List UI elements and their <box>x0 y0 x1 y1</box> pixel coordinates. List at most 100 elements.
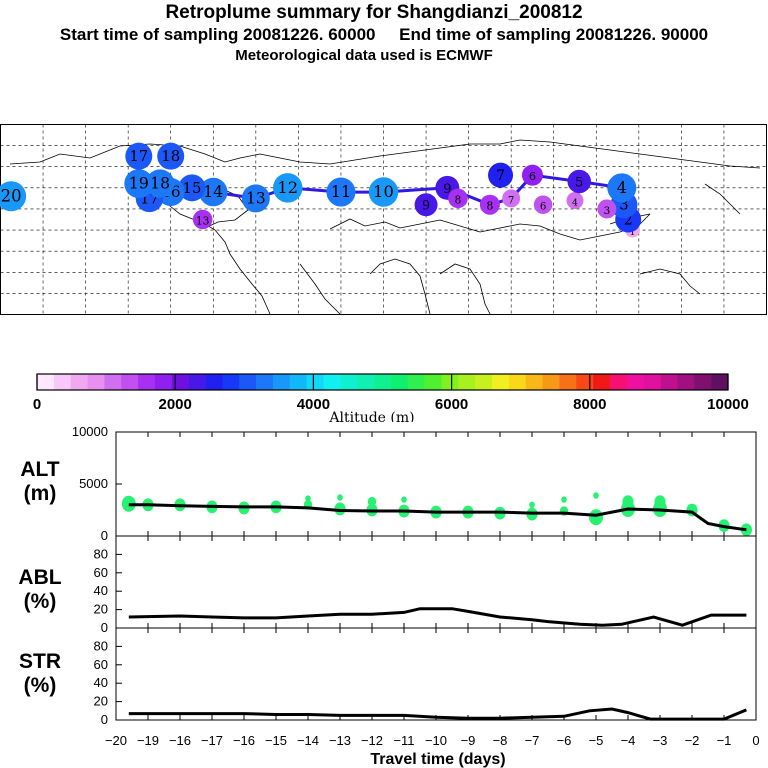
start-value: 20081226. 60000 <box>243 25 376 44</box>
alt-scatter-point <box>334 502 346 516</box>
colorbar-ticks: 0 2000 4000 6000 8000 10000 <box>33 374 749 413</box>
x-tick-label: −1 <box>717 733 732 748</box>
x-tick-label: −13 <box>329 733 351 748</box>
trajectory-day-label: 2 <box>624 213 633 229</box>
colorbar-tick-label: 2000 <box>159 396 192 413</box>
colorbar-tick-label: 10000 <box>707 396 749 413</box>
colorbar-cell <box>222 374 240 390</box>
trajectory-day-label: 6 <box>529 169 536 183</box>
alt-series-line <box>128 503 747 532</box>
colorbar-tick-label: 6000 <box>435 396 468 413</box>
trajectory-point <box>178 174 206 202</box>
str-ytick-label: 80 <box>94 638 108 653</box>
colorbar-cell <box>306 374 324 390</box>
trajectory-point <box>273 173 303 203</box>
trajectory-day-label: 12 <box>277 178 298 197</box>
trajectory-point <box>157 142 185 170</box>
colorbar-cell <box>559 374 577 390</box>
sampling-times: Start time of sampling 20081226. 60000 E… <box>0 25 768 45</box>
colorbar-cell <box>475 374 493 390</box>
x-tick-label: −16 <box>169 733 191 748</box>
x-tick-label: −12 <box>361 733 383 748</box>
x-tick-label: −15 <box>265 733 287 748</box>
trajectory-point <box>566 192 584 209</box>
colorbar-cell <box>70 374 88 390</box>
trajectory-day-label: 1 <box>630 228 636 238</box>
trajectory-point <box>533 195 553 214</box>
x-tick-label: −5 <box>589 733 604 748</box>
abl-ytick-label: 40 <box>94 583 108 598</box>
x-axis-label: Travel time (days) <box>370 751 505 768</box>
trajectory-point <box>241 184 270 213</box>
colorbar-cell <box>626 374 645 390</box>
trajectory-point <box>192 209 213 230</box>
colorbar-cell <box>390 374 409 390</box>
abl-ytick-label: 60 <box>94 565 108 580</box>
trajectory-day-label: 18 <box>161 147 180 165</box>
alt-scatter-point <box>337 494 343 501</box>
trajectory-day-label: 11 <box>331 182 351 201</box>
colorbar-cell <box>660 374 678 390</box>
trajectory-point <box>502 189 521 208</box>
trajectory-points: 1234456789101112131415161718192098637131… <box>0 142 642 238</box>
x-tick-label: −17 <box>201 733 223 748</box>
x-tick-label: −7 <box>525 733 540 748</box>
trajectory-point <box>368 177 399 207</box>
colorbar-cells <box>36 373 729 391</box>
colorbar-cell <box>593 374 611 390</box>
trajectory-day-label: 14 <box>203 182 223 201</box>
alt-frame <box>115 431 757 537</box>
alt-panel-label: ALT (m) <box>12 458 68 506</box>
str-panel: 0 20 40 60 80 <box>94 627 757 727</box>
alt-ytick-label: 0 <box>101 528 108 543</box>
abl-label-line1: ABL <box>18 566 62 589</box>
retroplume-map: 1234456789101112131415161718192098637131… <box>0 124 767 315</box>
alt-scatter-point <box>589 509 603 526</box>
trajectory-point <box>479 194 500 215</box>
x-tick-label: −9 <box>461 733 476 748</box>
colorbar-cell <box>492 374 510 390</box>
abl-panel: 0 20 40 60 80 <box>94 535 757 635</box>
colorbar-cell <box>407 374 425 390</box>
trajectory-point <box>145 169 175 198</box>
colorbar-cell <box>542 374 560 390</box>
trajectory-point <box>199 177 228 207</box>
chart-title: Retroplume summary for Shangdianzi_20081… <box>165 2 583 23</box>
abl-panel-label: ABL (%) <box>12 566 68 614</box>
colorbar-cell <box>87 374 105 390</box>
colorbar-cell <box>694 374 712 390</box>
trajectory-point <box>448 188 468 209</box>
trajectory-point <box>124 169 154 199</box>
map-frame <box>0 124 767 315</box>
colorbar-cell <box>154 374 173 390</box>
str-ytick-label: 40 <box>94 675 108 690</box>
colorbar-cell <box>104 374 122 390</box>
colorbar-cell <box>37 374 55 390</box>
str-series-line <box>128 707 747 721</box>
abl-frame <box>115 535 757 629</box>
trajectory-point <box>125 142 153 170</box>
abl-label-line2: (%) <box>23 590 57 613</box>
abl-ytick-label: 20 <box>94 602 108 617</box>
colorbar-cell <box>53 374 72 390</box>
colorbar-cell <box>340 374 358 390</box>
x-tick-label: −11 <box>393 733 414 748</box>
colorbar-cell <box>239 374 257 390</box>
alt-ytick-label: 10000 <box>72 424 108 439</box>
x-tick-label: −16 <box>233 733 255 748</box>
trajectory-day-label: 3 <box>604 205 611 217</box>
colorbar-cell <box>171 374 189 390</box>
abl-series-line <box>128 607 747 627</box>
str-ytick-label: 0 <box>101 712 108 727</box>
trajectory-point <box>567 169 592 194</box>
trajectory-day-label: 7 <box>496 168 505 184</box>
end-value: 20081226. 90000 <box>575 25 709 44</box>
abl-ytick-label: 80 <box>94 546 108 561</box>
trajectory-day-label: 13 <box>246 189 266 207</box>
alt-scatter-point <box>401 496 407 503</box>
colorbar-cell <box>272 374 291 390</box>
x-tick-label: −2 <box>685 733 700 748</box>
x-tick-label: −20 <box>105 733 127 748</box>
trajectory-point <box>414 193 438 217</box>
